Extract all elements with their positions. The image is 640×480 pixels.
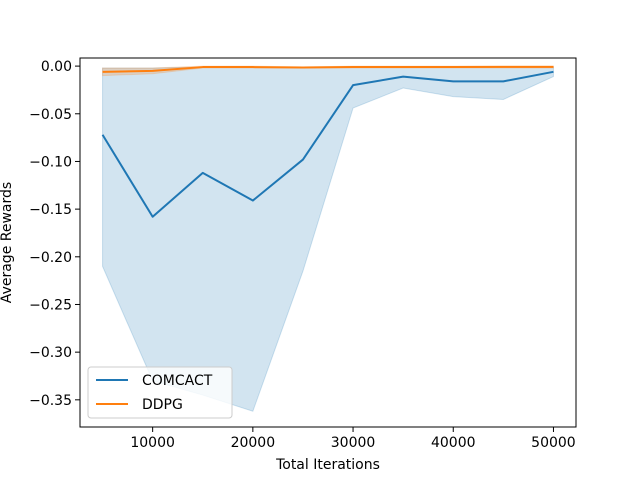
series-lines bbox=[101, 65, 554, 218]
x-tick-label: 20000 bbox=[231, 435, 276, 451]
axes-frame bbox=[79, 57, 577, 428]
x-tick-label: 50000 bbox=[531, 435, 576, 451]
y-tick-label: −0.15 bbox=[29, 202, 72, 218]
y-tick-label: −0.10 bbox=[29, 154, 72, 170]
y-axis-label: Average Rewards bbox=[0, 182, 15, 303]
x-axis-ticks: 10000 20000 30000 40000 50000 bbox=[130, 427, 576, 451]
y-tick-label: −0.05 bbox=[29, 107, 72, 123]
legend-label-comcact: COMCACT bbox=[142, 373, 213, 389]
x-tick-label: 10000 bbox=[130, 435, 175, 451]
legend-label-ddpg: DDPG bbox=[142, 397, 183, 413]
y-tick-label: −0.25 bbox=[29, 297, 72, 313]
y-axis-ticks: 0.00 −0.05 −0.10 −0.15 −0.20 −0.25 −0.30 −0.35 bbox=[29, 59, 80, 409]
y-tick-label: 0.00 bbox=[41, 59, 72, 75]
x-axis-label: Total Iterations bbox=[275, 457, 380, 473]
y-tick-label: −0.35 bbox=[29, 393, 72, 409]
series-line-comcact bbox=[101, 70, 554, 218]
x-tick-label: 30000 bbox=[331, 435, 376, 451]
x-tick-label: 40000 bbox=[431, 435, 476, 451]
legend: COMCACT DDPG bbox=[87, 366, 233, 419]
y-tick-label: −0.20 bbox=[29, 250, 72, 266]
y-tick-label: −0.30 bbox=[29, 345, 72, 361]
series-line-ddpg bbox=[102, 65, 554, 73]
